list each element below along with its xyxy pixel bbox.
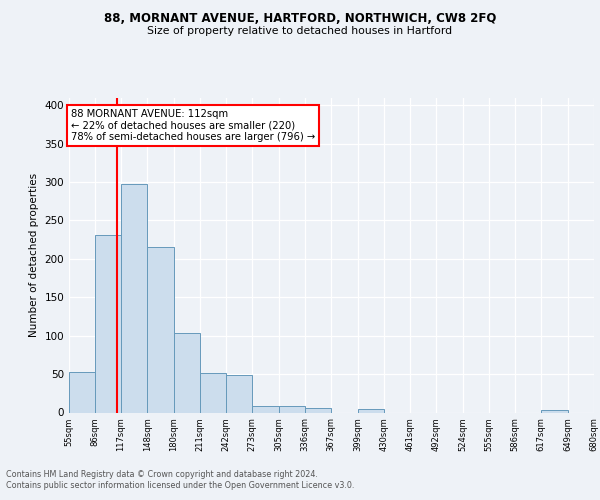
Y-axis label: Number of detached properties: Number of detached properties — [29, 173, 39, 337]
Text: 88 MORNANT AVENUE: 112sqm
← 22% of detached houses are smaller (220)
78% of semi: 88 MORNANT AVENUE: 112sqm ← 22% of detac… — [71, 109, 315, 142]
Bar — [541, 410, 568, 412]
Text: 88, MORNANT AVENUE, HARTFORD, NORTHWICH, CW8 2FQ: 88, MORNANT AVENUE, HARTFORD, NORTHWICH,… — [104, 12, 496, 26]
Bar — [147, 246, 174, 412]
Bar — [174, 334, 200, 412]
Bar — [95, 235, 121, 412]
Text: Contains public sector information licensed under the Open Government Licence v3: Contains public sector information licen… — [6, 481, 355, 490]
Bar — [252, 406, 279, 412]
Text: Size of property relative to detached houses in Hartford: Size of property relative to detached ho… — [148, 26, 452, 36]
Bar — [200, 372, 226, 412]
Bar — [279, 406, 305, 412]
Bar — [121, 184, 147, 412]
Bar — [305, 408, 331, 412]
Bar — [358, 410, 384, 412]
Text: Contains HM Land Registry data © Crown copyright and database right 2024.: Contains HM Land Registry data © Crown c… — [6, 470, 318, 479]
Bar — [69, 372, 95, 412]
Bar — [226, 375, 252, 412]
